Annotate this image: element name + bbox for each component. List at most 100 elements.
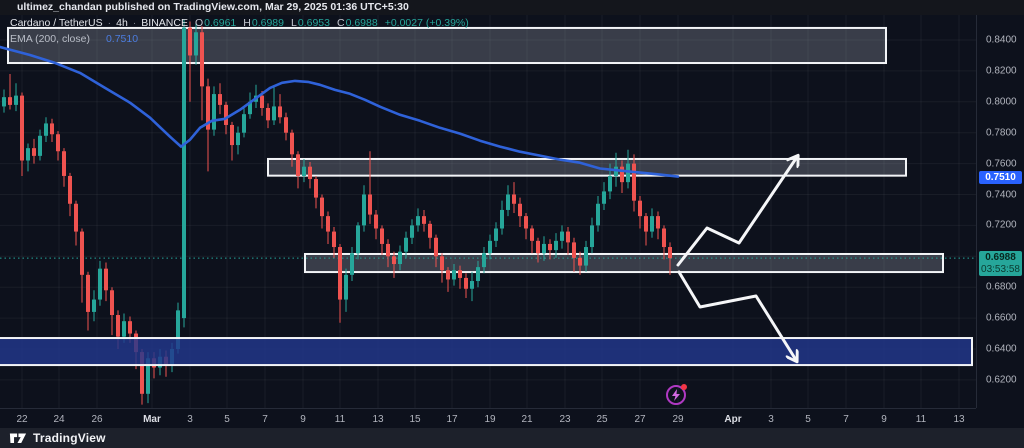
candle-body	[272, 106, 276, 121]
candle-body	[278, 106, 282, 118]
candle-body	[344, 274, 348, 300]
candle-body	[74, 203, 78, 232]
price-axis-label: 0.7400	[986, 189, 1017, 200]
low-value: 0.6953	[297, 17, 330, 29]
candle-body	[590, 225, 594, 248]
candle-body	[332, 231, 336, 248]
candle-body	[500, 209, 504, 229]
candle-body	[668, 247, 672, 259]
candle-body	[542, 243, 546, 254]
time-axis-label: 25	[596, 414, 608, 425]
time-axis-label: Mar	[143, 414, 161, 425]
candle-body	[20, 95, 24, 161]
price-axis-label: 0.6200	[986, 374, 1017, 386]
candle-body	[458, 270, 462, 278]
indicator-name[interactable]: EMA (200, close)	[10, 33, 90, 45]
time-axis-label: 21	[521, 414, 533, 425]
candle-body	[290, 132, 294, 155]
indicator-value: 0.7510	[105, 33, 139, 45]
candle-body	[524, 216, 528, 229]
candle-body	[146, 358, 150, 394]
candle-body	[470, 281, 474, 289]
indicator-legend[interactable]: EMA (200, close) 0.7510	[10, 33, 138, 45]
candle-body	[464, 277, 468, 289]
ema-badge-value: 0.7510	[985, 171, 1016, 183]
time-axis-label: 19	[484, 414, 496, 425]
candle-body	[530, 228, 534, 241]
tradingview-logo-icon[interactable]	[9, 431, 27, 445]
candle-body	[644, 216, 648, 232]
candle-body	[116, 315, 120, 337]
candle-body	[80, 231, 84, 275]
time-axis-label: 13	[953, 414, 965, 425]
time-axis-label: 17	[446, 414, 458, 425]
projection-up-arrow	[676, 157, 797, 267]
candle-body	[566, 231, 570, 243]
candle-body	[32, 148, 36, 156]
candle-body	[602, 191, 606, 204]
time-axis-label: 7	[262, 414, 268, 425]
time-axis[interactable]: 22 24 26 Mar 3 5 7 9 11 13 15 17 19 21 23 25 27 29 Apr 3 5 7 9…	[0, 408, 976, 429]
time-axis-label: Apr	[724, 414, 742, 425]
time-axis-label: 22	[16, 414, 28, 425]
candle-body	[392, 256, 396, 265]
price-axis-label: 0.8000	[986, 96, 1017, 108]
time-axis-label: 29	[672, 414, 684, 425]
candle-body	[410, 225, 414, 238]
candle-body	[236, 132, 240, 146]
low-label: L	[291, 17, 297, 29]
candle-body	[230, 124, 234, 146]
tradingview-wordmark[interactable]: TradingView	[33, 431, 106, 445]
change-value: +0.0027 (+0.39%)	[384, 17, 469, 29]
time-axis-label: 27	[634, 414, 646, 425]
high-value: 0.6989	[251, 17, 284, 29]
candle-body	[302, 166, 306, 176]
candle-body	[368, 194, 372, 215]
candle-body	[626, 163, 630, 183]
candle-body	[374, 214, 378, 229]
interval-label[interactable]: 4h	[116, 17, 128, 29]
ema-200-line	[0, 45, 680, 178]
candle-body	[248, 101, 252, 115]
candle-body	[632, 163, 636, 201]
candle-body	[506, 194, 510, 210]
time-axis-label: 13	[372, 414, 384, 425]
candle-body	[428, 223, 432, 238]
candle-body	[578, 257, 582, 266]
candle-body	[62, 151, 66, 176]
time-axis-label: 11	[334, 414, 346, 425]
candle-body	[560, 231, 564, 241]
candle-body	[314, 179, 318, 198]
price-axis-label: 0.7200	[986, 219, 1017, 231]
candle-body	[338, 247, 342, 300]
exchange-label[interactable]: BINANCE	[141, 17, 188, 29]
candle-body	[320, 197, 324, 217]
candle-body	[176, 310, 180, 349]
price-axis-label: 0.8200	[986, 65, 1017, 77]
candle-body	[656, 216, 660, 229]
candle-body	[224, 104, 228, 125]
legend-separator: ·	[132, 17, 137, 29]
time-axis-label: 5	[805, 414, 811, 425]
price-axis[interactable]: 0.7510 0.6988 03:53:58 0.8400 0.8200 0.800…	[976, 15, 1024, 408]
candle-body	[38, 135, 42, 156]
open-value: 0.6961	[204, 17, 237, 29]
candle-body	[620, 166, 624, 183]
candle-body	[122, 321, 126, 337]
candle-body	[200, 32, 204, 87]
candle-body	[8, 97, 12, 105]
candle-body	[452, 270, 456, 280]
candle-body	[242, 114, 246, 133]
candle-body	[518, 203, 522, 217]
candle-body	[422, 216, 426, 224]
candle-body	[218, 94, 222, 105]
symbol-name[interactable]: Cardano / TetherUS	[10, 17, 103, 29]
candle-body	[14, 95, 18, 105]
candle-body	[584, 247, 588, 266]
candle-body	[638, 200, 642, 217]
candle-body	[98, 268, 102, 300]
symbol-legend[interactable]: Cardano / TetherUS · 4h · BINANCE O0.6961 H0.6…	[10, 17, 469, 29]
candle-body	[308, 166, 312, 180]
